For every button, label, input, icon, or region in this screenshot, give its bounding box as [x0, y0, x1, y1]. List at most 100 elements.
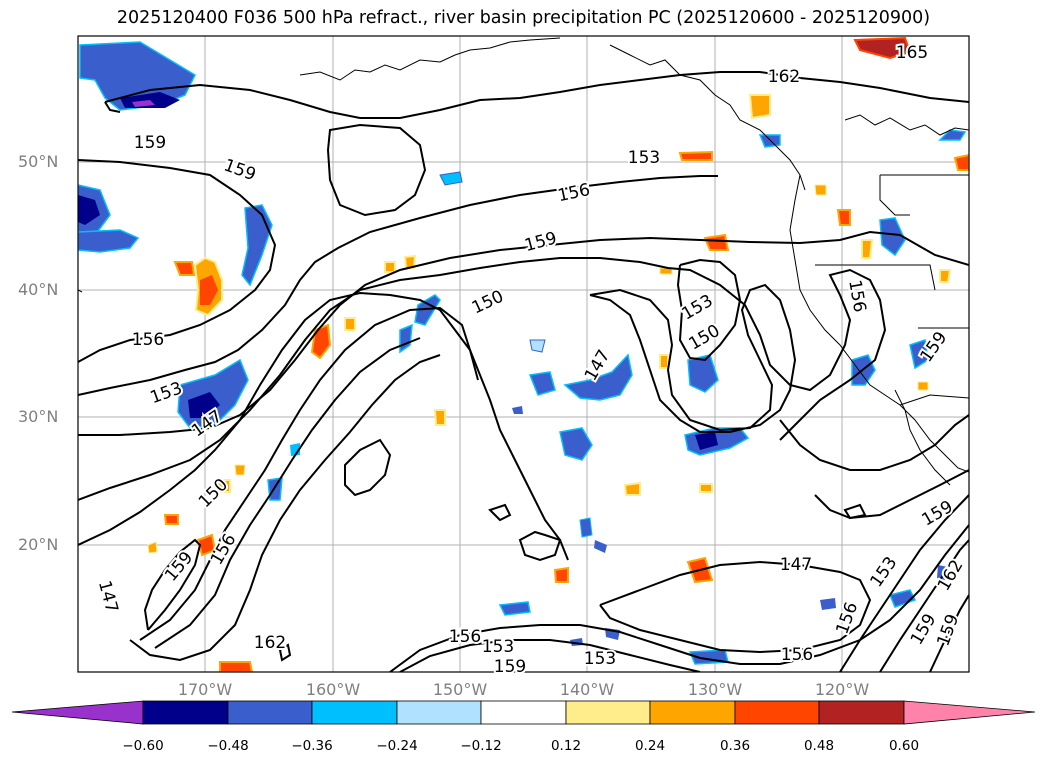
lon-label: 170°W — [177, 680, 233, 699]
precip-patch — [267, 477, 283, 501]
map-frame — [77, 35, 970, 673]
precip-patch — [939, 269, 952, 283]
precip-patch — [147, 541, 158, 554]
contour-label: 159 — [494, 657, 526, 677]
precip-patch — [888, 589, 917, 608]
precip-patch — [132, 100, 155, 107]
precip-patch — [758, 134, 781, 148]
precip-patch — [938, 129, 967, 141]
precip-patch — [687, 354, 719, 393]
precip-patch — [310, 323, 332, 360]
precip-negative-patches — [78, 41, 967, 665]
lon-label: 150°W — [432, 680, 488, 699]
precip-patch — [399, 323, 413, 354]
precip-patch — [559, 427, 593, 461]
colorbar-segment — [142, 700, 229, 725]
precip-patch — [188, 392, 220, 418]
lon-label: 130°W — [687, 680, 743, 699]
colorbar-tick-label: −0.24 — [376, 738, 418, 754]
lat-label: 40°N — [18, 280, 59, 299]
precip-patch — [241, 204, 273, 287]
precip-patch — [173, 261, 196, 276]
precip-patch — [678, 150, 713, 161]
precip-patch — [820, 598, 836, 610]
colorbar-segment — [480, 700, 567, 725]
precip-patch — [163, 514, 179, 525]
contour-label: 150 — [685, 321, 723, 355]
precip-patch — [529, 339, 546, 353]
precip-patch — [215, 479, 231, 493]
colorbar-tick-label: −0.12 — [460, 738, 502, 754]
precip-patch — [695, 432, 718, 450]
precip-patch — [219, 661, 254, 672]
colorbar-segment — [227, 700, 313, 725]
precip-patch — [439, 171, 463, 186]
precip-patch — [703, 233, 730, 251]
contour-label: 159 — [933, 612, 963, 649]
colorbar-extend-high — [903, 700, 1036, 725]
contour-label: 159 — [918, 497, 956, 531]
contour-label: 159 — [221, 155, 258, 185]
precip-patch — [594, 540, 607, 553]
contour-label: 162 — [768, 67, 800, 87]
precip-patch — [879, 217, 906, 257]
contour-label: 156 — [132, 330, 164, 350]
precip-patch — [748, 94, 771, 120]
contour-label: 150 — [469, 287, 507, 319]
precip-patch — [917, 381, 929, 391]
precip-patch — [403, 254, 417, 269]
precip-patch — [234, 464, 246, 476]
precip-patch — [836, 209, 851, 226]
precip-patch — [909, 339, 929, 370]
precip-patch — [699, 483, 713, 493]
precip-patch — [78, 229, 140, 253]
colorbar-tick-label: 0.48 — [803, 738, 835, 754]
lat-label: 20°N — [18, 535, 59, 554]
precip-patch — [563, 353, 633, 401]
precip-patch — [512, 406, 523, 414]
colorbar-segment — [649, 700, 736, 725]
colorbar-tick-label: 0.36 — [719, 738, 751, 754]
precip-patch — [384, 261, 396, 273]
precip-patch — [528, 371, 556, 396]
precip-patch — [861, 239, 874, 259]
gridlines — [78, 36, 969, 672]
colorbar-extend-low — [11, 700, 144, 725]
contour-label: 159 — [161, 548, 197, 586]
precip-patch — [78, 195, 100, 225]
colorbar-segment — [565, 700, 651, 725]
colorbar-segment — [734, 700, 820, 725]
contour-label: 156 — [781, 645, 813, 665]
contour-label: 156 — [449, 627, 481, 647]
lat-label: 30°N — [18, 407, 59, 426]
precip-patch — [553, 566, 569, 583]
contour-label: 156 — [832, 600, 862, 637]
precip-patch — [344, 317, 356, 331]
colorbar-tick-label: 0.12 — [550, 738, 582, 754]
precip-patch — [853, 36, 912, 60]
contour-label: 162 — [254, 633, 286, 653]
contour-label: 159 — [134, 133, 166, 153]
contour-label: 165 — [896, 43, 928, 63]
precip-patch — [623, 481, 641, 496]
colorbar-tick-label: −0.60 — [122, 738, 164, 754]
colorbar-tick-label: −0.48 — [207, 738, 249, 754]
precip-patch — [414, 294, 441, 326]
colorbar-segment — [311, 700, 398, 725]
precip-patch — [498, 601, 531, 616]
precip-patch — [814, 184, 827, 196]
contour-label: 153 — [584, 649, 616, 669]
contour-label: 153 — [482, 637, 514, 657]
lon-label: 140°W — [559, 680, 615, 699]
precip-patch — [579, 517, 593, 538]
colorbar-segment — [818, 700, 905, 725]
lon-label: 160°W — [305, 680, 361, 699]
contour-label: 156 — [844, 278, 869, 313]
precip-patch — [937, 565, 948, 580]
contour-label: 159 — [522, 228, 559, 256]
lat-label: 50°N — [18, 152, 59, 171]
precip-patch — [953, 153, 969, 171]
colorbar-tick-label: 0.24 — [634, 738, 666, 754]
precip-patch — [433, 409, 446, 426]
